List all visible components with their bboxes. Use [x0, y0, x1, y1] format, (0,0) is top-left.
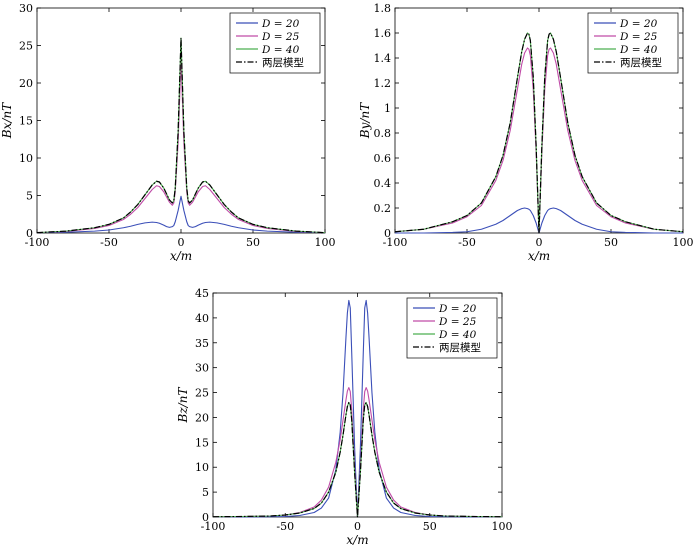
y-tick-label: 1.8 [374, 2, 392, 15]
y-axis-label: Bx/nT [0, 102, 14, 139]
y-tick-label: 0.6 [374, 152, 392, 165]
x-axis-label: x/m [528, 249, 550, 263]
x-tick-label: -100 [383, 236, 408, 249]
x-tick-label: 100 [673, 236, 694, 249]
x-tick-label: 100 [315, 236, 336, 249]
series-line-2 [394, 47, 684, 234]
legend-label-4: 两层模型 [262, 56, 304, 69]
y-tick-label: 1.2 [374, 77, 392, 90]
y-tick-label: 1 [384, 102, 391, 115]
x-axis-label: x/m [346, 533, 368, 547]
x-tick-label: 50 [423, 520, 437, 533]
y-tick-label: 15 [195, 436, 209, 449]
legend-label-3: D = 40 [261, 44, 300, 56]
y-axis-label: By/nT [358, 102, 372, 139]
x-axis-label: x/m [170, 249, 192, 263]
y-tick-label: 0 [26, 227, 33, 240]
y-tick-label: 25 [19, 40, 33, 53]
y-tick-label: 10 [19, 152, 33, 165]
y-tick-label: 5 [202, 486, 209, 499]
series-line-1 [36, 195, 326, 234]
y-tick-label: 0.4 [374, 177, 392, 190]
y-tick-label: 0 [202, 511, 209, 524]
y-tick-label: 0.8 [374, 127, 392, 140]
y-tick-label: 20 [19, 77, 33, 90]
series-line-3 [212, 401, 503, 518]
legend-label-2: D = 25 [438, 316, 477, 328]
chart-bz: -100 -50 0 50 100 0 5 10 15 20 25 30 35 40 45 x/m Bz/nT D… [176, 287, 513, 547]
y-tick-label: 30 [19, 2, 33, 15]
x-tick-label: 50 [246, 236, 260, 249]
series-line-4 [394, 32, 684, 234]
y-tick-label: 1.4 [374, 52, 392, 65]
y-tick-label: 40 [195, 312, 209, 325]
x-tick-label: -50 [100, 236, 118, 249]
y-axis-label: Bz/nT [176, 387, 190, 424]
x-tick-label: 100 [492, 520, 513, 533]
legend-label-1: D = 20 [438, 303, 477, 315]
y-tick-label: 30 [195, 362, 209, 375]
x-tick-label: 0 [354, 520, 361, 533]
legend-label-1: D = 20 [619, 18, 658, 30]
y-tick-label: 10 [195, 461, 209, 474]
y-tick-label: 20 [195, 411, 209, 424]
series-line-2 [212, 387, 503, 518]
y-tick-label: 45 [195, 287, 209, 300]
y-tick-label: 0.2 [374, 202, 392, 215]
legend-label-4: 两层模型 [439, 341, 481, 354]
x-tick-label: 0 [536, 236, 543, 249]
x-tick-label: 50 [604, 236, 618, 249]
legend-label-1: D = 20 [261, 18, 300, 30]
x-tick-label: -100 [201, 520, 226, 533]
legend-label-3: D = 40 [619, 44, 658, 56]
x-tick-label: -50 [458, 236, 476, 249]
series-line-4 [212, 401, 503, 518]
x-tick-label: 0 [178, 236, 185, 249]
legend-label-3: D = 40 [438, 329, 477, 341]
chart-by: -100 -50 0 50 100 0 0.2 0.4 0.6 0.8 1 1.2 1.4 1.6 1.8 x… [358, 2, 694, 263]
y-tick-label: 0 [384, 227, 391, 240]
series-line-2 [36, 58, 326, 234]
legend-label-4: 两层模型 [620, 56, 662, 69]
y-tick-label: 15 [19, 115, 33, 128]
y-tick-label: 5 [26, 190, 33, 203]
legend-label-2: D = 25 [261, 31, 300, 43]
y-tick-label: 35 [195, 337, 209, 350]
series-line-4 [36, 37, 326, 234]
y-tick-label: 1.6 [374, 27, 392, 40]
x-tick-label: -100 [25, 236, 50, 249]
legend-label-2: D = 25 [619, 31, 658, 43]
y-tick-label: 25 [195, 387, 209, 400]
x-tick-label: -50 [276, 520, 294, 533]
